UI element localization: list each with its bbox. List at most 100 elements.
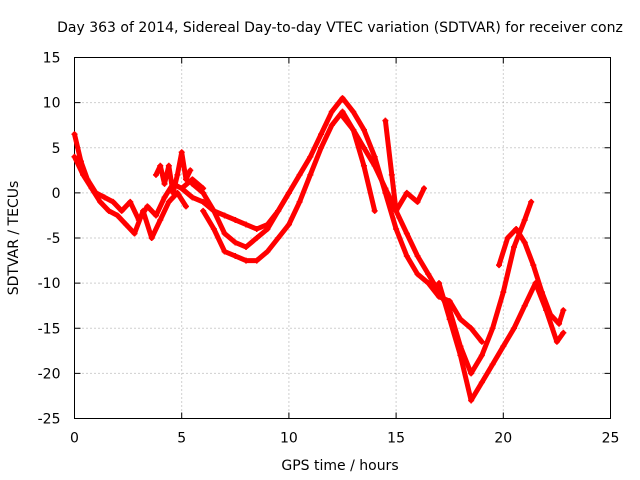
x-tick-label: 20	[494, 431, 512, 447]
data-point	[528, 198, 535, 205]
data-point	[161, 180, 168, 187]
data-point	[165, 198, 172, 205]
data-point	[200, 189, 207, 196]
data-point	[521, 239, 528, 246]
data-point	[307, 171, 314, 178]
data-point	[339, 113, 346, 120]
data-point	[511, 325, 518, 332]
series-group	[71, 95, 567, 404]
satellite-track-4	[178, 95, 485, 345]
data-point	[105, 207, 112, 214]
axis-ticks: 0 5 10 15 20 25 15 10 5 0 -5 -10 -15 -20 -25	[38, 51, 620, 447]
data-point	[127, 198, 134, 205]
data-point	[243, 257, 250, 264]
y-tick-label: 0	[52, 186, 61, 202]
data-point	[560, 307, 567, 314]
data-point	[174, 171, 181, 178]
data-point	[371, 162, 378, 169]
data-point	[182, 203, 189, 210]
data-point	[88, 185, 95, 192]
data-point	[414, 271, 421, 278]
data-point	[560, 329, 567, 336]
data-point	[318, 131, 325, 138]
data-point	[275, 207, 282, 214]
data-point	[350, 108, 357, 115]
data-point	[165, 162, 172, 169]
satellite-track-8	[382, 117, 535, 377]
data-point	[420, 185, 427, 192]
data-point	[500, 343, 507, 350]
x-tick-label: 0	[70, 431, 79, 447]
data-point	[101, 194, 108, 201]
y-tick-label: -5	[47, 231, 61, 247]
data-point	[547, 311, 554, 318]
data-point	[243, 244, 250, 251]
data-point	[457, 352, 464, 359]
data-point	[478, 379, 485, 386]
data-point	[275, 235, 282, 241]
data-point	[285, 221, 292, 228]
data-point	[328, 122, 335, 129]
data-point	[131, 230, 138, 237]
data-point	[435, 280, 442, 287]
data-point	[189, 180, 196, 187]
data-point	[350, 126, 357, 133]
data-point	[513, 225, 520, 232]
chart-title: Day 363 of 2014, Sidereal Day-to-day VTE…	[57, 20, 623, 36]
data-point	[403, 230, 410, 237]
data-point	[187, 167, 194, 174]
data-point	[511, 244, 518, 251]
data-point	[425, 280, 432, 287]
data-point	[530, 262, 537, 269]
x-axis-label: GPS time / hours	[281, 458, 398, 474]
data-point	[468, 325, 475, 332]
data-point	[414, 253, 421, 260]
data-point	[556, 320, 563, 327]
data-point	[521, 216, 528, 223]
satellite-track-3	[152, 149, 194, 196]
y-tick-label: -20	[38, 366, 61, 382]
data-point	[285, 189, 292, 196]
data-point	[425, 271, 432, 278]
data-point	[296, 198, 303, 205]
data-point	[371, 207, 378, 214]
data-point	[393, 225, 400, 232]
data-point	[414, 198, 421, 205]
data-point	[221, 248, 228, 255]
data-point	[403, 189, 410, 196]
series-line	[382, 118, 534, 376]
data-point	[296, 171, 303, 178]
data-point	[114, 212, 121, 219]
data-point	[182, 176, 189, 183]
data-point	[382, 185, 389, 192]
data-point	[170, 189, 177, 196]
data-point	[80, 171, 87, 178]
data-point	[393, 207, 400, 214]
data-point	[318, 144, 325, 151]
data-point	[178, 185, 185, 192]
data-point	[446, 316, 453, 323]
series-line	[179, 95, 485, 345]
data-point	[157, 216, 164, 223]
satellite-track-10	[496, 225, 567, 327]
data-point	[521, 302, 528, 309]
data-point	[339, 95, 346, 102]
data-point	[468, 397, 475, 404]
data-point	[200, 198, 207, 205]
data-point	[140, 207, 147, 214]
x-tick-label: 10	[280, 431, 298, 447]
data-point	[232, 253, 239, 260]
satellite-track-7	[339, 113, 427, 214]
y-axis-label: SDTVAR / TECUs	[6, 181, 22, 296]
data-point	[210, 225, 217, 232]
series-line	[72, 154, 189, 241]
data-point	[118, 207, 125, 214]
y-tick-label: -10	[38, 276, 61, 292]
data-point	[152, 171, 159, 178]
data-point	[221, 230, 228, 237]
data-point	[71, 153, 78, 160]
data-point	[157, 162, 164, 169]
data-point	[210, 207, 217, 214]
data-point	[307, 153, 314, 160]
